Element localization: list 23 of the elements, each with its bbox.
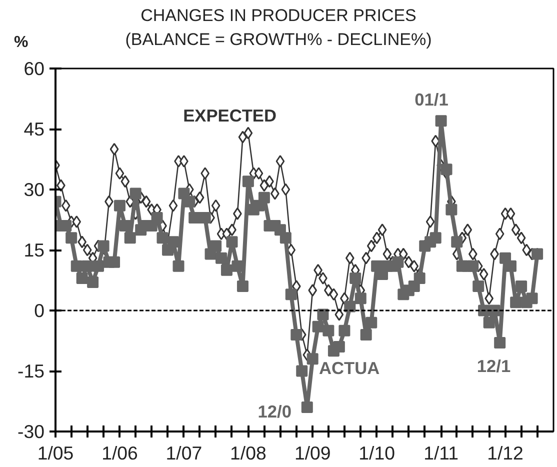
- y-tick-label: 15: [24, 240, 45, 260]
- annotation: 01/1: [414, 89, 449, 110]
- annotation: 12/0: [258, 402, 292, 422]
- x-tick-label: 1/08: [230, 442, 266, 464]
- y-tick-label: 0: [34, 300, 45, 321]
- chart-title: CHANGES IN PRODUCER PRICES: [140, 5, 418, 27]
- y-tick-label: 60: [24, 58, 45, 79]
- annotation: EXPECTED: [183, 106, 277, 126]
- y-tick-label: -30: [18, 421, 45, 442]
- x-tick-label: 1/06: [102, 442, 138, 464]
- y-axis-title: %: [14, 33, 28, 53]
- x-tick-label: 1/10: [358, 442, 395, 464]
- x-tick-label: 1/05: [37, 442, 74, 464]
- x-tick-label: 1/12: [487, 442, 524, 464]
- y-tick-label: 30: [24, 179, 45, 200]
- y-tick-label: -15: [18, 360, 45, 382]
- annotation: 12/1: [476, 356, 511, 376]
- x-tick-label: 1/07: [166, 442, 202, 464]
- x-tick-label: 1/09: [294, 442, 331, 464]
- annotation: ACTUA: [319, 358, 380, 378]
- chart-subtitle: (BALANCE = GROWTH% - DECLINE%): [125, 30, 432, 49]
- y-tick-label: 45: [24, 118, 45, 140]
- x-tick-label: 1/11: [424, 442, 459, 464]
